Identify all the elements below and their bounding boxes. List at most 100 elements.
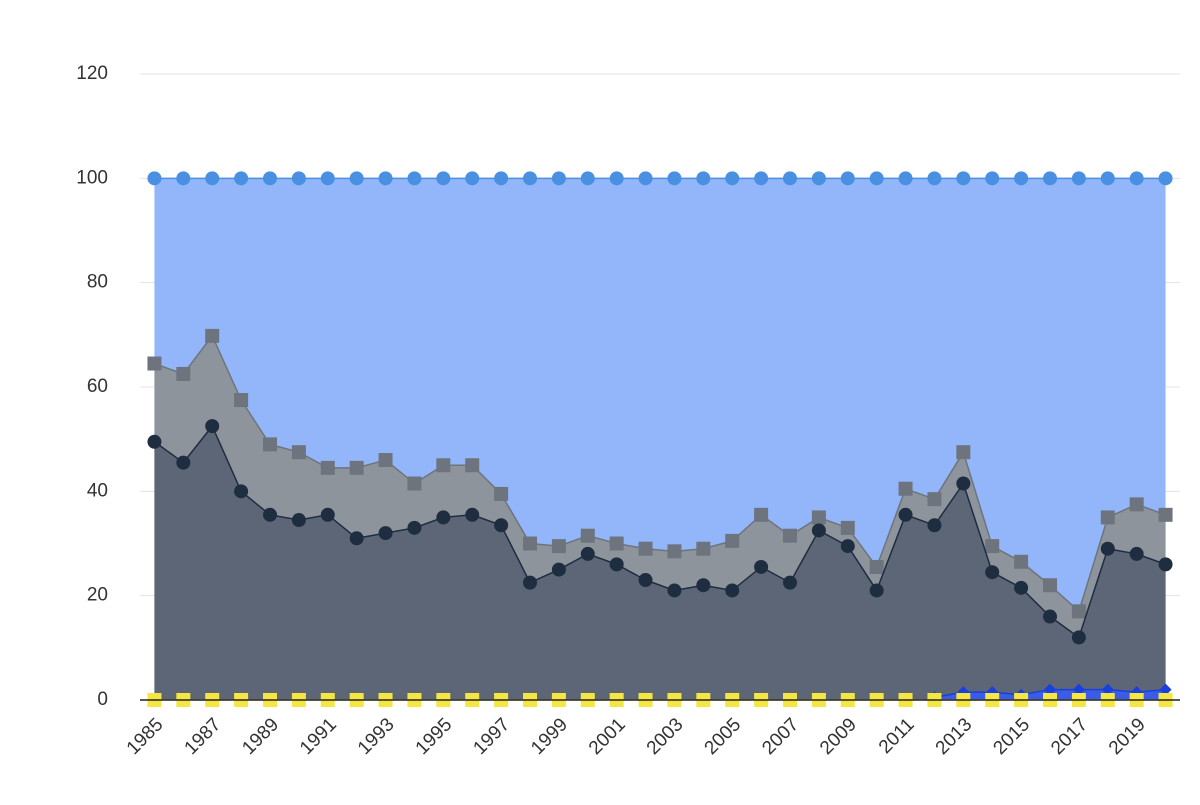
marker: [840, 520, 855, 535]
marker: [898, 171, 913, 186]
marker: [1101, 683, 1114, 696]
marker: [378, 526, 393, 541]
x-tick-label: 2009: [816, 714, 861, 759]
marker: [667, 171, 682, 186]
marker: [176, 366, 191, 381]
marker: [1072, 683, 1085, 696]
x-tick-label: 1985: [123, 714, 168, 759]
marker: [291, 513, 306, 528]
marker: [205, 328, 220, 343]
marker: [1158, 507, 1173, 522]
marker: [898, 481, 913, 496]
marker: [436, 458, 451, 473]
marker: [898, 507, 913, 522]
marker: [1043, 609, 1057, 624]
marker: [783, 171, 797, 186]
marker: [811, 171, 826, 186]
marker: [1071, 630, 1086, 645]
x-tick-label: 2019: [1105, 714, 1150, 759]
x-tick-label: 1995: [412, 714, 457, 759]
marker: [523, 536, 537, 551]
x-tick-label: 2007: [758, 714, 803, 759]
y-tick-label: 60: [87, 376, 108, 397]
marker: [580, 528, 595, 543]
y-tick-label: 120: [76, 63, 108, 84]
marker: [320, 507, 335, 522]
marker: [1014, 171, 1029, 186]
x-tick-label: 2001: [585, 714, 630, 759]
marker: [638, 171, 653, 186]
marker: [147, 434, 162, 449]
marker: [840, 539, 855, 554]
marker: [523, 575, 537, 590]
y-tick-label: 0: [97, 689, 108, 710]
marker: [234, 393, 249, 408]
marker: [205, 419, 220, 434]
marker: [551, 562, 566, 577]
x-tick-label: 1989: [238, 714, 283, 759]
marker: [696, 541, 711, 556]
marker: [840, 171, 855, 186]
x-tick-label: 2015: [989, 714, 1034, 759]
marker: [263, 507, 277, 522]
y-tick-label: 20: [87, 585, 108, 606]
marker: [754, 507, 769, 522]
marker: [147, 171, 162, 186]
x-tick-label: 1991: [296, 714, 341, 759]
marker: [725, 533, 740, 548]
marker: [811, 510, 826, 525]
marker: [1100, 171, 1115, 186]
marker: [349, 531, 364, 546]
marker: [147, 356, 162, 371]
marker: [1158, 171, 1173, 186]
marker: [609, 536, 624, 551]
marker: [725, 171, 740, 186]
marker: [580, 171, 595, 186]
area: [154, 426, 1166, 700]
x-tick-label: 1987: [181, 714, 226, 759]
x-tick-label: 1999: [527, 714, 572, 759]
marker: [1014, 580, 1029, 595]
x-tick-label: 2005: [701, 714, 746, 759]
marker: [1158, 557, 1173, 572]
marker: [985, 171, 1000, 186]
marker: [956, 171, 971, 186]
marker: [349, 171, 364, 186]
marker: [234, 484, 249, 499]
marker: [551, 539, 566, 554]
marker: [1159, 683, 1172, 696]
marker: [407, 476, 422, 491]
marker: [494, 518, 509, 533]
marker: [205, 171, 220, 186]
marker: [1129, 546, 1144, 561]
marker: [667, 583, 682, 598]
marker: [1071, 604, 1086, 619]
marker: [465, 171, 480, 186]
marker: [291, 445, 306, 460]
marker: [465, 507, 480, 522]
marker: [667, 544, 682, 559]
marker: [291, 171, 306, 186]
marker: [234, 171, 249, 186]
marker: [754, 171, 769, 186]
marker: [869, 583, 884, 598]
marker: [1044, 683, 1056, 696]
y-tick-label: 40: [87, 480, 108, 501]
marker: [1129, 171, 1144, 186]
marker: [494, 486, 509, 501]
marker: [869, 171, 884, 186]
marker: [985, 539, 1000, 554]
marker: [927, 518, 942, 533]
marker: [378, 453, 393, 468]
marker: [176, 171, 191, 186]
marker: [523, 171, 537, 186]
marker: [927, 171, 942, 186]
marker: [580, 546, 595, 561]
marker: [754, 559, 769, 574]
marker: [927, 492, 942, 507]
marker: [985, 565, 1000, 580]
x-tick-label: 1997: [469, 714, 514, 759]
marker: [436, 171, 451, 186]
marker: [609, 557, 624, 572]
